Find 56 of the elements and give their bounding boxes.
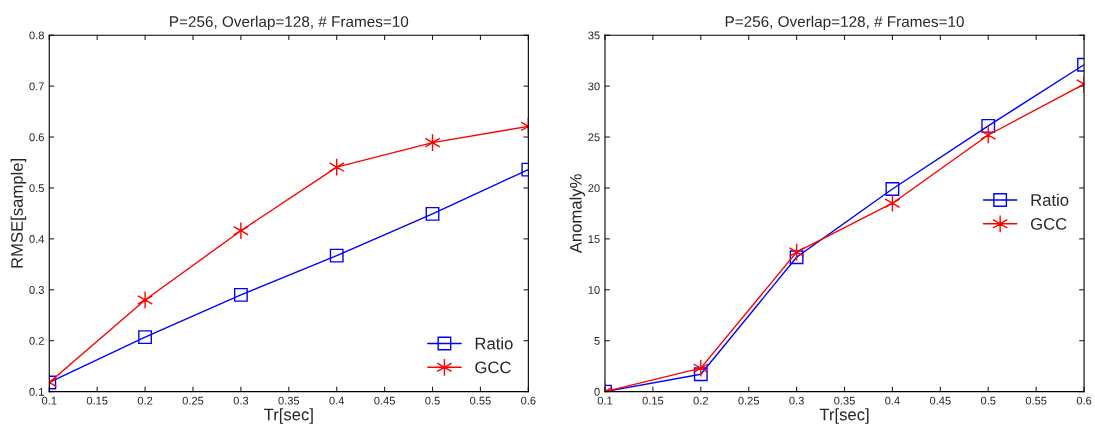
y-tick-label: 10	[588, 286, 600, 294]
point	[329, 248, 344, 263]
y-tick-label: 0	[594, 387, 600, 396]
y-tick-label: 20	[588, 184, 600, 193]
y-tick-label: 0.1	[29, 387, 44, 396]
y-tick-label: 30	[588, 82, 600, 91]
x-tick-label: 0.6	[521, 396, 536, 405]
point	[885, 182, 900, 196]
legend-label: GCC	[1030, 218, 1067, 230]
point	[981, 118, 996, 133]
x-tick-label: 0.35	[278, 396, 300, 405]
y-tick-label: 35	[588, 31, 600, 40]
x-tick-label: 0.25	[738, 396, 760, 405]
point	[425, 206, 440, 221]
y-tick-label: 0.2	[29, 336, 44, 345]
y-tick-label: 0.6	[29, 133, 44, 142]
y-tick-label: 25	[588, 133, 600, 142]
x-tick-label: 0.35	[834, 396, 855, 405]
point	[789, 250, 804, 265]
legend-label: Ratio	[475, 337, 513, 350]
x-tick-label: 0.3	[789, 396, 804, 405]
x-tick-label: 0.5	[980, 396, 996, 405]
x-tick-label: 0.6	[1076, 396, 1092, 405]
x-tick-label: 0.15	[86, 396, 108, 405]
y-tick-label: 0.5	[29, 184, 44, 193]
y-axis-title: Anomaly%	[569, 174, 585, 254]
y-axis-title: RMSE[sample]	[10, 159, 27, 268]
x-tick-label: 0.3	[233, 396, 249, 405]
x-tick-label: 0.25	[182, 396, 204, 405]
x-tick-label: 0.45	[929, 396, 951, 405]
x-axis-title: Tr[sec]	[819, 408, 869, 424]
chart-title: P=256, Overlap=128, # Frames=10	[170, 15, 409, 31]
x-tick-label: 0.55	[1025, 396, 1047, 405]
x-tick-label: 0.55	[470, 396, 491, 405]
x-tick-label: 0.2	[693, 396, 708, 405]
legend-label: Ratio	[1031, 193, 1069, 206]
y-tick-label: 5	[594, 337, 600, 345]
x-tick-label: 0.15	[642, 396, 664, 405]
legend-label: GCC	[475, 361, 511, 374]
point	[693, 367, 708, 382]
x-tick-label: 0.45	[374, 396, 395, 405]
point	[138, 330, 153, 345]
y-tick-label: 15	[588, 235, 600, 243]
y-tick-label: 0.7	[29, 82, 44, 91]
point	[232, 221, 249, 240]
x-tick-label: 0.2	[137, 396, 153, 405]
x-tick-label: 0.5	[425, 396, 440, 405]
chart-title: P=256, Overlap=128, # Frames=10	[725, 15, 964, 31]
x-tick-label: 0.4	[885, 396, 900, 405]
y-tick-label: 0.3	[29, 286, 44, 294]
x-axis-title: Tr[sec]	[264, 408, 313, 424]
x-tick-label: 0.1	[41, 396, 57, 405]
point	[233, 287, 248, 302]
x-tick-label: 0.4	[329, 396, 345, 405]
y-tick-label: 0.4	[29, 235, 45, 243]
y-tick-label: 0.8	[29, 31, 44, 40]
